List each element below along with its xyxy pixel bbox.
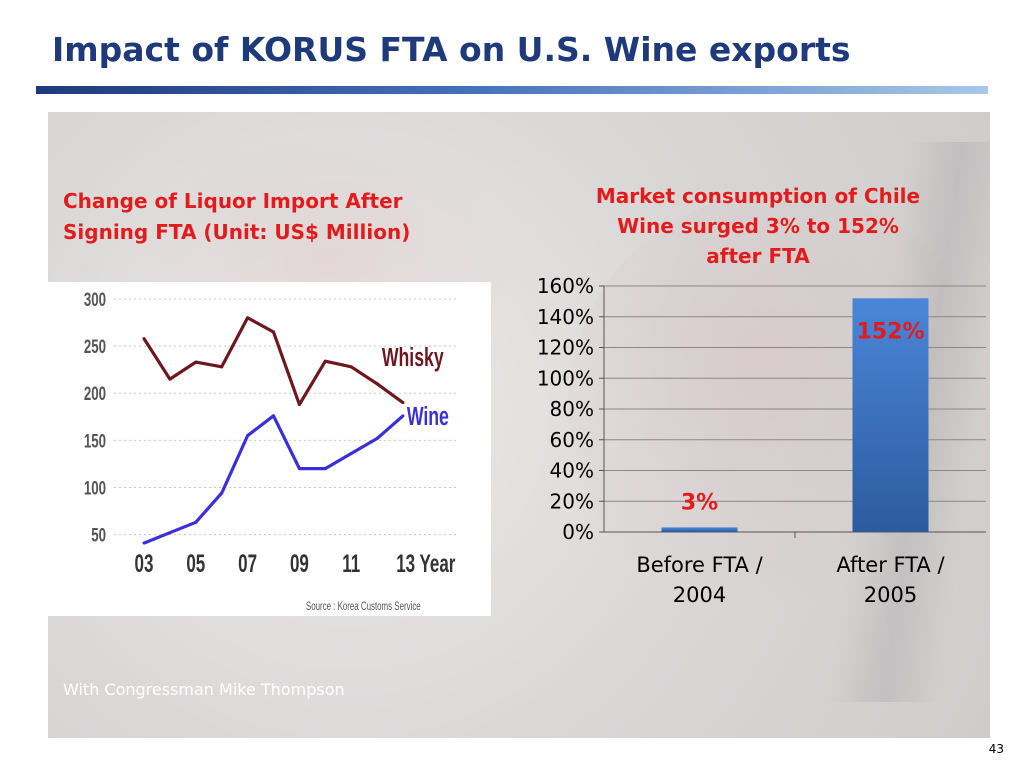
footer-note: With Congressman Mike Thompson — [63, 680, 345, 699]
data-point — [272, 330, 275, 334]
data-point — [349, 452, 353, 456]
y-tick-label: 50 — [91, 525, 106, 546]
x-category-label: After FTA / — [836, 553, 945, 577]
data-point — [401, 401, 405, 405]
data-point — [375, 436, 379, 440]
y-tick-label: 150 — [84, 431, 106, 452]
data-point — [220, 491, 224, 495]
data-point — [246, 316, 250, 320]
x-tick-label: 07 — [238, 550, 257, 578]
bar-data-label: 3% — [681, 490, 718, 515]
data-point — [323, 359, 327, 363]
bar — [852, 298, 929, 532]
x-tick-label: 09 — [290, 550, 309, 578]
x-tick-label: 13 Year — [396, 550, 455, 578]
y-tick-label: 60% — [550, 428, 594, 452]
legend-whisky: Whisky — [382, 343, 444, 372]
data-point — [168, 377, 172, 381]
y-tick-label: 120% — [537, 336, 594, 360]
data-point — [272, 414, 275, 418]
slide-title: Impact of KORUS FTA on U.S. Wine exports — [52, 30, 851, 69]
left-heading-line1: Change of Liquor Import After — [63, 189, 403, 213]
right-heading: Market consumption of Chile Wine surged … — [548, 181, 968, 271]
liquor-import-chart: 300 250 200 150 100 50 03 05 07 09 11 13 Year Whisky… — [44, 282, 491, 616]
y-tick-label: 160% — [537, 274, 594, 298]
x-tick-label: 11 — [342, 550, 360, 578]
chile-wine-chart: 0% 20% 40% 60% 80% 100% 120% 140% 160% 3% Before F… — [500, 272, 1000, 612]
y-tick-label: 100 — [84, 478, 106, 499]
data-point — [194, 360, 198, 364]
legend-wine: Wine — [407, 402, 449, 431]
bar — [661, 527, 738, 532]
chile-wine-svg: 0% 20% 40% 60% 80% 100% 120% 140% 160% 3% Before F… — [537, 274, 986, 607]
title-underline — [36, 86, 988, 94]
left-heading-line2: Signing FTA (Unit: US$ Million) — [63, 220, 411, 244]
data-point — [375, 382, 379, 386]
y-tick-label: 20% — [550, 489, 594, 513]
x-category-label: 2004 — [673, 583, 726, 607]
bar-data-label: 152% — [857, 319, 925, 344]
y-tick-label: 200 — [84, 384, 106, 405]
data-point — [220, 365, 224, 369]
y-tick-label: 40% — [550, 459, 594, 483]
data-point — [401, 414, 405, 418]
right-heading-line1: Market consumption of Chile — [595, 184, 921, 208]
data-point — [246, 434, 250, 438]
y-tick-label: 80% — [550, 397, 594, 421]
data-point — [297, 403, 301, 407]
right-heading-line3: after FTA — [706, 244, 810, 268]
right-heading-line2: Wine surged 3% to 152% — [617, 214, 899, 238]
y-tick-label: 140% — [537, 305, 594, 329]
x-category-label: 2005 — [864, 583, 917, 607]
y-tick-label: 100% — [537, 366, 594, 390]
x-category-label: Before FTA / — [636, 553, 763, 577]
data-point — [168, 531, 172, 535]
source-note: Source : Korea Customs Service — [306, 601, 421, 614]
x-tick-label: 03 — [135, 550, 154, 578]
left-heading: Change of Liquor Import After Signing FT… — [63, 186, 410, 248]
data-point — [323, 467, 327, 471]
series-line-wine — [143, 414, 405, 545]
y-tick-label: 300 — [84, 290, 106, 311]
data-point — [349, 365, 353, 369]
liquor-import-svg: 300 250 200 150 100 50 03 05 07 09 11 13 Year Whisky… — [84, 290, 459, 614]
page-number: 43 — [988, 742, 1004, 756]
data-point — [142, 337, 146, 341]
data-point — [142, 541, 146, 545]
data-point — [297, 467, 301, 471]
y-tick-label: 0% — [562, 520, 594, 544]
data-point — [194, 520, 198, 524]
x-tick-label: 05 — [186, 550, 205, 578]
y-tick-label: 250 — [84, 337, 106, 358]
